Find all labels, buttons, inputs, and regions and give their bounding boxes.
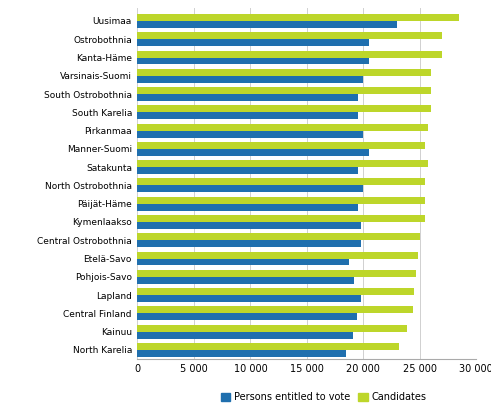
Bar [137, 32, 442, 39]
Bar [137, 240, 361, 247]
Bar [137, 288, 414, 295]
Bar [137, 124, 428, 131]
Bar [137, 277, 355, 284]
Bar [137, 105, 431, 112]
Bar [137, 76, 363, 83]
Bar [137, 204, 357, 211]
Bar [137, 58, 369, 64]
Bar [137, 149, 369, 156]
Bar [137, 270, 416, 277]
Bar [137, 51, 442, 58]
Bar [137, 167, 357, 174]
Bar [137, 215, 425, 222]
Bar [137, 69, 431, 76]
Bar [137, 233, 420, 240]
Bar [137, 21, 397, 28]
Bar [137, 178, 425, 185]
Bar [137, 259, 349, 266]
Bar [137, 313, 356, 320]
Bar [137, 197, 425, 204]
Bar [137, 295, 361, 302]
Bar [137, 252, 417, 259]
Bar [137, 142, 425, 149]
Bar [137, 39, 369, 46]
Bar [137, 350, 346, 357]
Legend: Persons entitled to vote, Candidates: Persons entitled to vote, Candidates [217, 388, 431, 406]
Bar [137, 14, 459, 21]
Bar [137, 185, 363, 193]
Bar [137, 306, 413, 313]
Bar [137, 94, 357, 101]
Bar [137, 332, 353, 339]
Bar [137, 325, 408, 332]
Bar [137, 343, 400, 350]
Bar [137, 131, 363, 137]
Bar [137, 160, 428, 167]
Bar [137, 112, 357, 119]
Bar [137, 222, 361, 229]
Bar [137, 87, 431, 94]
